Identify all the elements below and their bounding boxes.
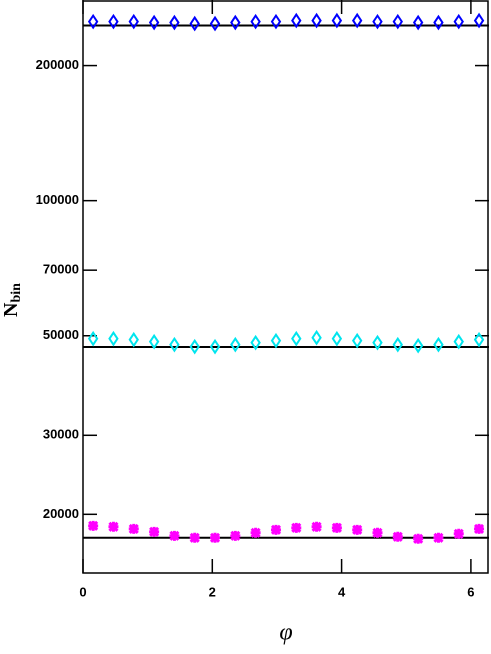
data-point [87, 13, 99, 30]
data-point [148, 333, 160, 350]
data-point [250, 334, 261, 351]
data-point [433, 336, 444, 353]
data-point [87, 330, 99, 347]
data-point [230, 530, 241, 541]
data-point [189, 338, 200, 355]
data-point [149, 526, 160, 537]
data-point [311, 521, 322, 532]
data-point [392, 13, 403, 30]
data-point [108, 330, 119, 347]
data-point [250, 13, 261, 30]
y-axis-label: Nbin [0, 283, 24, 317]
data-point [250, 527, 261, 538]
data-point [169, 530, 180, 541]
data-point [412, 337, 424, 354]
y-tick-label: 100000 [36, 192, 79, 207]
data-point [433, 532, 444, 543]
plot-frame [82, 0, 489, 574]
data-point [209, 338, 221, 355]
y-tick-label: 70000 [43, 262, 79, 277]
data-point [230, 336, 241, 353]
data-point [331, 330, 343, 347]
data-point [230, 14, 241, 31]
data-point [473, 523, 485, 534]
data-point [372, 334, 383, 351]
data-point [311, 329, 322, 346]
data-point [351, 12, 363, 29]
y-label-main: N [0, 302, 22, 317]
y-tick-label: 30000 [43, 427, 79, 442]
x-tick-label: 4 [338, 584, 346, 599]
data-point [209, 15, 221, 32]
data-point [372, 13, 383, 30]
data-point [412, 14, 424, 31]
data-point [351, 332, 363, 349]
data-point [88, 520, 99, 531]
data-point [169, 336, 180, 353]
data-point [413, 533, 424, 544]
x-tick-label: 0 [79, 584, 86, 599]
data-point [128, 523, 139, 534]
data-point [453, 333, 464, 350]
y-tick-label: 20000 [43, 506, 79, 521]
data-point [209, 532, 221, 543]
data-point [148, 14, 160, 31]
data-point [189, 532, 200, 543]
x-tick-label: 2 [209, 584, 216, 599]
data-point [433, 14, 444, 31]
data-point [128, 331, 139, 348]
data-point [331, 522, 342, 533]
data-point [270, 524, 282, 535]
y-tick-label: 50000 [43, 327, 79, 342]
data-point [331, 12, 343, 29]
data-point [392, 531, 403, 542]
y-tick-label: 200000 [36, 57, 79, 72]
data-point [270, 13, 282, 30]
data-point [108, 13, 119, 30]
data-point [189, 15, 200, 32]
data-point [372, 527, 383, 538]
data-point [169, 14, 180, 31]
data-point [311, 12, 322, 29]
y-label-subscript: bin [9, 283, 24, 303]
data-point [270, 332, 282, 349]
data-point [392, 336, 403, 353]
x-tick-label: 6 [467, 584, 474, 599]
data-point [108, 521, 119, 532]
data-point [291, 330, 302, 347]
data-point [453, 528, 464, 539]
data-point [291, 522, 302, 533]
x-axis-label: φ [279, 620, 292, 646]
data-point [291, 12, 302, 29]
data-point [473, 12, 485, 29]
data-point [128, 13, 139, 30]
data-point [453, 13, 464, 30]
data-point [352, 524, 363, 535]
data-point [473, 331, 485, 348]
